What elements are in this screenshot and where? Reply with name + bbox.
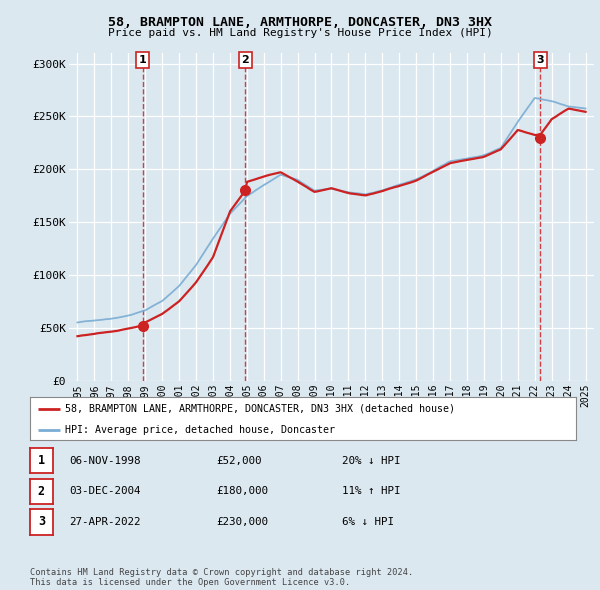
Text: Contains HM Land Registry data © Crown copyright and database right 2024.
This d: Contains HM Land Registry data © Crown c… — [30, 568, 413, 587]
Text: 3: 3 — [38, 516, 45, 529]
Text: 3: 3 — [536, 55, 544, 65]
Text: 03-DEC-2004: 03-DEC-2004 — [69, 486, 140, 496]
Text: 1: 1 — [139, 55, 146, 65]
Text: £230,000: £230,000 — [216, 517, 268, 527]
Text: 27-APR-2022: 27-APR-2022 — [69, 517, 140, 527]
Text: 2: 2 — [242, 55, 250, 65]
Text: £52,000: £52,000 — [216, 455, 262, 466]
Text: 2: 2 — [38, 485, 45, 498]
Text: 20% ↓ HPI: 20% ↓ HPI — [342, 455, 401, 466]
Text: 11% ↑ HPI: 11% ↑ HPI — [342, 486, 401, 496]
Text: 58, BRAMPTON LANE, ARMTHORPE, DONCASTER, DN3 3HX (detached house): 58, BRAMPTON LANE, ARMTHORPE, DONCASTER,… — [65, 404, 455, 414]
Text: 6% ↓ HPI: 6% ↓ HPI — [342, 517, 394, 527]
Text: 06-NOV-1998: 06-NOV-1998 — [69, 455, 140, 466]
Text: HPI: Average price, detached house, Doncaster: HPI: Average price, detached house, Donc… — [65, 425, 335, 435]
Text: Price paid vs. HM Land Registry's House Price Index (HPI): Price paid vs. HM Land Registry's House … — [107, 28, 493, 38]
Text: £180,000: £180,000 — [216, 486, 268, 496]
Text: 1: 1 — [38, 454, 45, 467]
Text: 58, BRAMPTON LANE, ARMTHORPE, DONCASTER, DN3 3HX: 58, BRAMPTON LANE, ARMTHORPE, DONCASTER,… — [108, 16, 492, 29]
